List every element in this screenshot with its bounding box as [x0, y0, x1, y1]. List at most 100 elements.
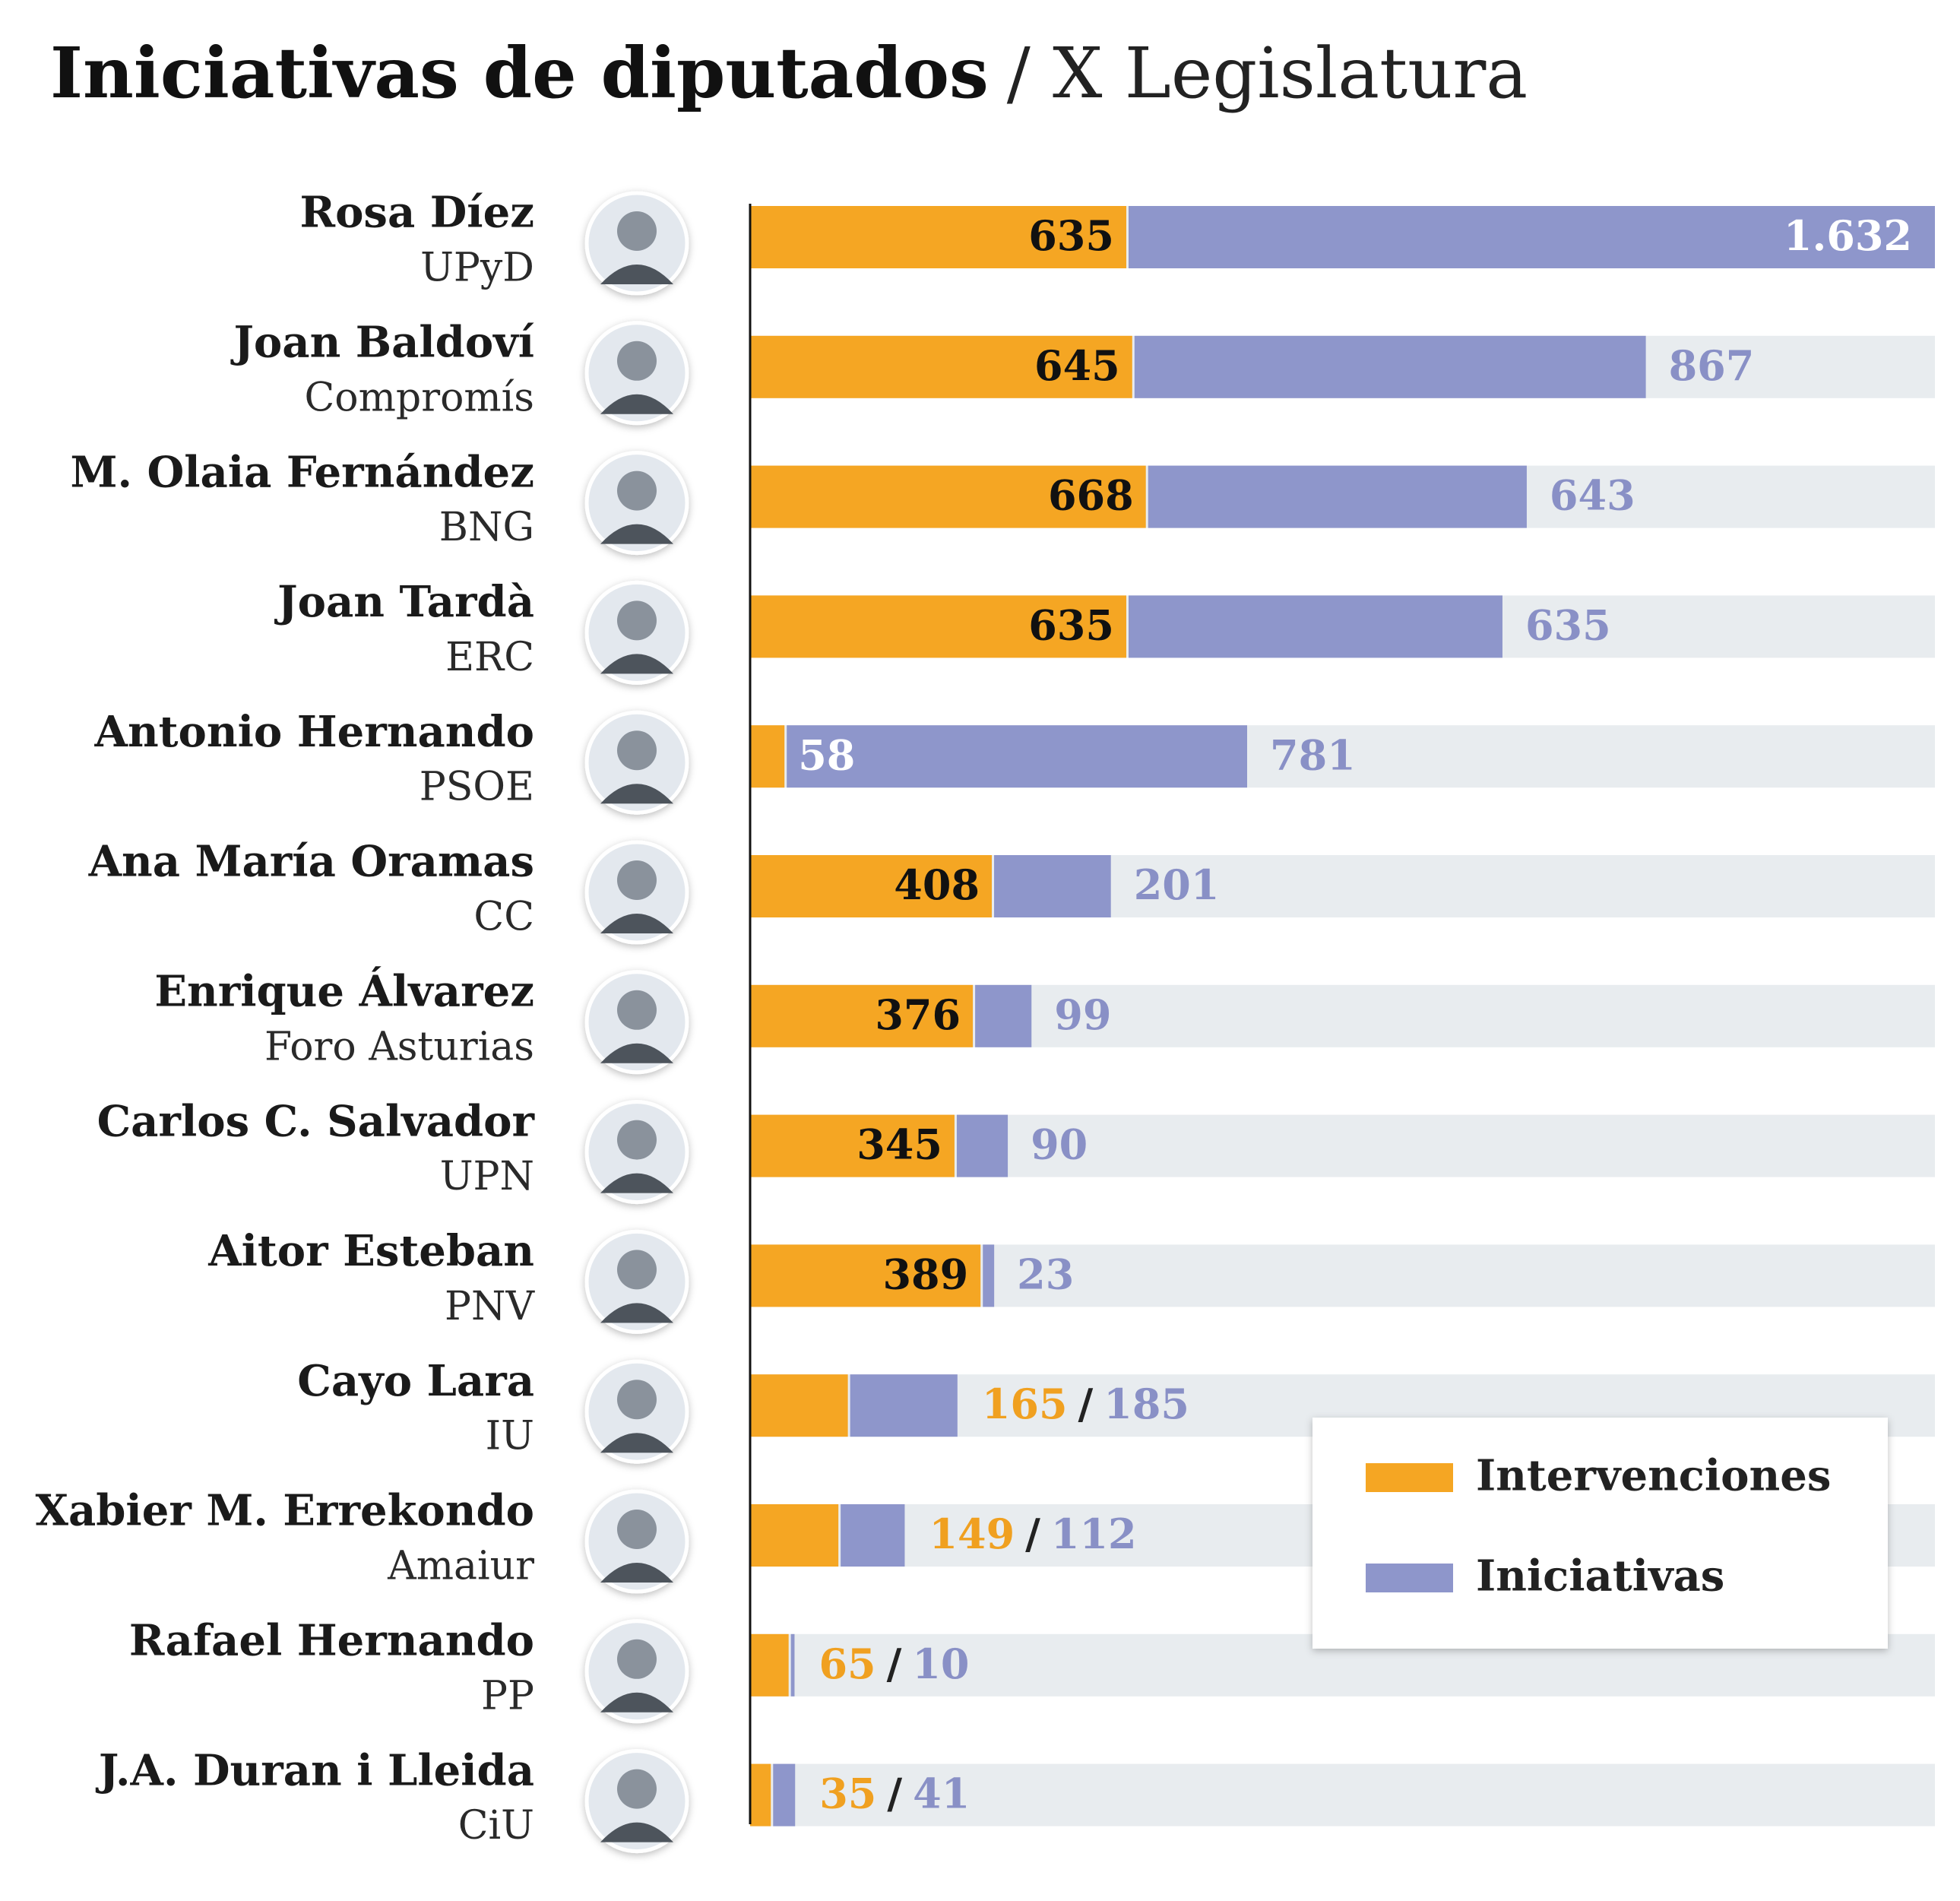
- person-name: Joan Baldoví: [230, 317, 534, 367]
- legend-label: Intervenciones: [1476, 1451, 1831, 1501]
- person-name: Antonio Hernando: [94, 707, 534, 757]
- bar-intervenciones: [750, 855, 993, 917]
- party-name: PNV: [445, 1284, 535, 1329]
- person-name: M. Olaia Fernández: [70, 447, 534, 497]
- party-name: Amaiur: [387, 1544, 534, 1589]
- avatar-head: [617, 1380, 657, 1420]
- legend-box: [1312, 1418, 1888, 1649]
- avatar-head: [617, 990, 657, 1030]
- bar-intervenciones: [750, 725, 785, 788]
- party-name: UPN: [440, 1154, 534, 1199]
- bars: [750, 465, 1527, 528]
- bar-intervenciones: [750, 465, 1146, 528]
- bar-iniciativas: [790, 1633, 795, 1697]
- value-label: 668: [1048, 471, 1134, 520]
- value-label: 90: [1031, 1120, 1088, 1169]
- bars: [750, 206, 1935, 268]
- value-label: 185: [1103, 1380, 1189, 1428]
- avatar: [584, 1229, 689, 1334]
- value-label: 58: [798, 730, 855, 779]
- avatar-head: [617, 730, 657, 771]
- value-label: 867: [1669, 341, 1755, 390]
- avatar-body: [600, 265, 673, 284]
- bar-iniciativas: [983, 1244, 995, 1307]
- avatar-head: [617, 1769, 657, 1809]
- bar-intervenciones: [750, 595, 1126, 658]
- label-separator: /: [1025, 1510, 1040, 1558]
- bar-iniciativas: [1148, 465, 1527, 528]
- avatar-body: [600, 1173, 673, 1193]
- bar-iniciativas: [1128, 595, 1502, 658]
- value-label: 149: [929, 1510, 1015, 1558]
- value-label: 645: [1034, 341, 1120, 390]
- bar-iniciativas: [787, 725, 1248, 788]
- bars: [750, 984, 1032, 1047]
- avatar: [584, 321, 689, 426]
- bar-intervenciones: [750, 1114, 955, 1177]
- party-name: CC: [473, 895, 534, 940]
- person-name: Joan Tardà: [274, 577, 534, 627]
- avatar-head: [617, 1120, 657, 1160]
- label-separator: /: [1078, 1380, 1094, 1428]
- value-label: 10: [912, 1640, 969, 1688]
- party-name: BNG: [439, 505, 534, 550]
- person-name: Xabier M. Errekondo: [36, 1486, 534, 1536]
- bars: [750, 1763, 796, 1827]
- avatar: [584, 970, 689, 1075]
- bar-iniciativas: [956, 1114, 1008, 1177]
- party-name: Foro Asturias: [264, 1024, 534, 1069]
- bar-intervenciones: [750, 1374, 848, 1437]
- value-label: 408: [894, 860, 980, 909]
- value-label: 35: [819, 1770, 876, 1818]
- avatar-head: [617, 1639, 657, 1679]
- label-separator: /: [887, 1640, 902, 1688]
- avatar: [584, 191, 689, 296]
- avatar-body: [600, 1433, 673, 1453]
- person-name: Rafael Hernando: [129, 1615, 534, 1665]
- bars: [750, 1633, 795, 1697]
- value-label-group: 35/41: [819, 1770, 970, 1818]
- avatar: [584, 451, 689, 556]
- avatar-head: [617, 600, 657, 641]
- bar-intervenciones: [750, 1763, 771, 1827]
- avatar-head: [617, 341, 657, 381]
- bars: [750, 725, 1248, 788]
- bar-iniciativas: [841, 1504, 905, 1567]
- value-label: 23: [1017, 1250, 1074, 1298]
- person-name: Cayo Lara: [297, 1356, 534, 1406]
- bar-track: [750, 1763, 1935, 1827]
- party-name: IU: [486, 1414, 534, 1459]
- avatar-body: [600, 654, 673, 674]
- value-label-group: 65/10: [819, 1640, 969, 1688]
- value-label: 635: [1525, 600, 1611, 649]
- bar-intervenciones: [750, 1633, 789, 1697]
- avatar-body: [600, 524, 673, 544]
- value-label-group: 149/112: [929, 1510, 1136, 1558]
- legend-swatch: [1366, 1463, 1453, 1492]
- value-label-group: 165/185: [982, 1380, 1189, 1428]
- avatar: [584, 710, 689, 815]
- bars: [750, 1374, 958, 1437]
- value-label: 112: [1051, 1510, 1137, 1558]
- value-label: 635: [1028, 211, 1114, 260]
- person-name: Enrique Álvarez: [154, 966, 534, 1016]
- avatar-body: [600, 1043, 673, 1063]
- bars: [750, 595, 1502, 658]
- value-label: 643: [1550, 471, 1635, 520]
- label-separator: /: [887, 1770, 902, 1818]
- bar-iniciativas: [1128, 206, 1935, 268]
- title: Iniciativas de diputados: [50, 32, 989, 114]
- bars: [750, 1114, 1008, 1177]
- avatar-body: [600, 394, 673, 414]
- person-name: Carlos C. Salvador: [97, 1096, 536, 1146]
- value-label: 201: [1134, 860, 1220, 909]
- avatar: [584, 1489, 689, 1594]
- chart-title: Iniciativas de diputados / X Legislatura: [50, 32, 1528, 114]
- party-name: PP: [481, 1673, 534, 1719]
- value-label: 345: [857, 1120, 942, 1169]
- party-name: UPyD: [420, 246, 534, 291]
- value-label: 1.632: [1784, 211, 1912, 260]
- person-name: Aitor Esteban: [207, 1226, 534, 1276]
- avatar: [584, 1359, 689, 1464]
